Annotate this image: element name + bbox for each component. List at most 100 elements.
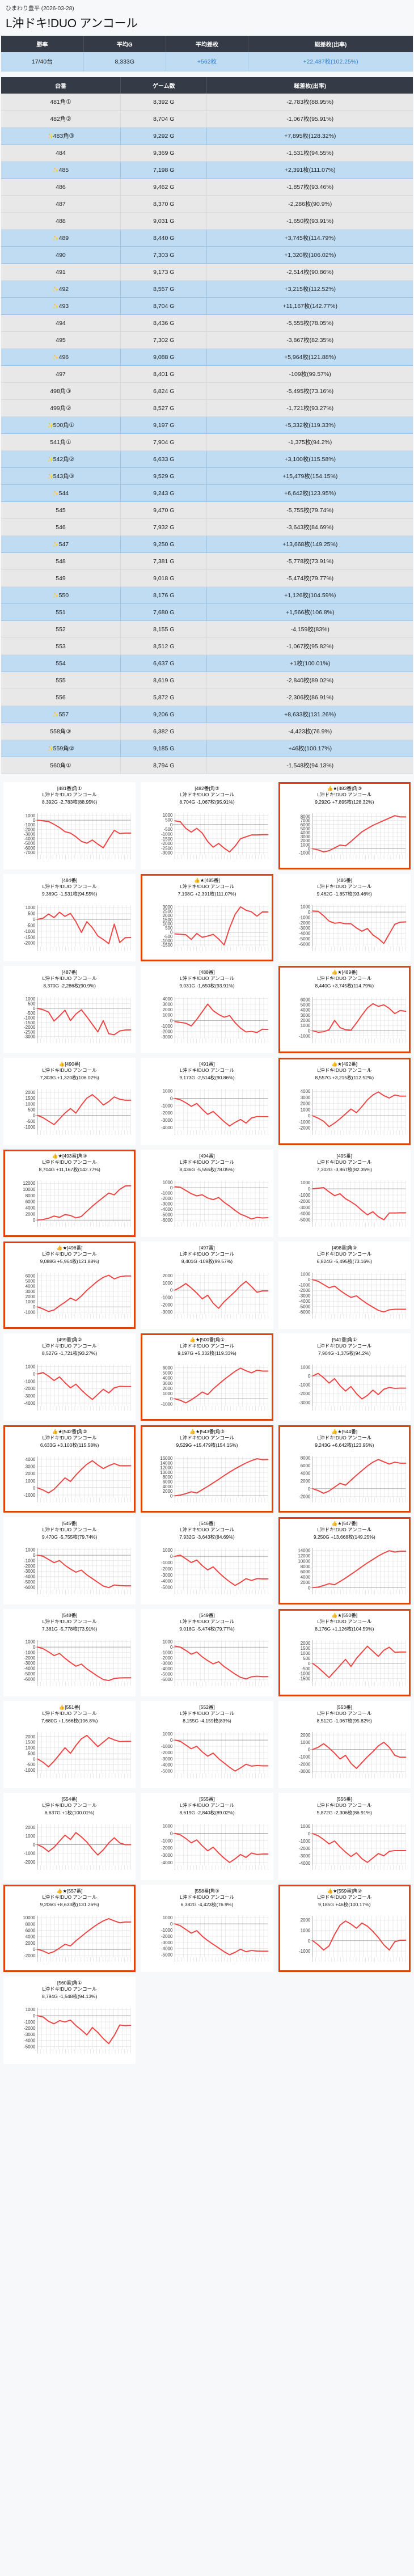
table-row[interactable]: ✨500角① 9,197 G +5,332枚(119.33%) [1, 416, 413, 434]
page-title: L沖ドキ!DUO アンコール [6, 17, 138, 30]
machine-chart-card[interactable]: [548番] L沖ドキ!DUO アンコール 7,381G -5,778枚(73.91… [3, 1609, 136, 1696]
svg-text:-4000: -4000 [24, 1666, 36, 1671]
table-row[interactable]: 499角② 8,527 G -1,721枚(93.27%) [1, 399, 413, 417]
table-row[interactable]: 488 9,031 G -1,650枚(93.91%) [1, 212, 413, 230]
machine-number-cell: ✨489 [1, 229, 121, 247]
machine-chart-card[interactable]: [554番] L沖ドキ!DUO アンコール 6,637G +1枚(100.01%) 2… [3, 1793, 136, 1880]
table-row[interactable]: 482角② 8,704 G -1,067枚(95.91%) [1, 110, 413, 128]
table-row[interactable]: ✨543角③ 9,529 G +15,479枚(154.15%) [1, 467, 413, 485]
machine-chart-card[interactable]: 👍★[542番]角② L沖ドキ!DUO アンコール 6,633G +3,100枚(1… [3, 1425, 136, 1513]
table-row[interactable]: 552 8,155 G -4,159枚(83%) [1, 620, 413, 638]
machine-chart-card[interactable]: [494番] L沖ドキ!DUO アンコール 8,436G -5,555枚(78.05… [141, 1150, 273, 1237]
table-row[interactable]: ✨544 9,243 G +6,642枚(123.95%) [1, 484, 413, 502]
machine-chart-card[interactable]: 👍★[559番]角② L沖ドキ!DUO アンコール 9,185G +46枚(100.… [278, 1885, 411, 1972]
machine-chart-card[interactable]: 👍★[483番]角③ L沖ドキ!DUO アンコール 9,292G +7,895枚(1… [278, 782, 411, 869]
chart-title: [495番] L沖ドキ!DUO アンコール [317, 1153, 372, 1165]
table-row[interactable]: 494 8,436 G -5,555枚(78.05%) [1, 314, 413, 332]
machine-chart-card[interactable]: [497番] L沖ドキ!DUO アンコール 8,401G -109枚(99.57%)… [141, 1241, 273, 1329]
machine-chart-card[interactable]: [481番]角① L沖ドキ!DUO アンコール 8,392G -2,783枚(88.… [3, 782, 136, 869]
table-row[interactable]: 495 7,302 G -3,867枚(82.35%) [1, 331, 413, 349]
machine-chart-card[interactable]: 👍★[500番]角① L沖ドキ!DUO アンコール 9,197G +5,332枚(1… [141, 1333, 273, 1421]
machine-chart-card[interactable]: 👍★[493番]角③ L沖ドキ!DUO アンコール 8,704G +11,167枚(… [3, 1150, 136, 1237]
table-row[interactable]: ✨547 9,250 G +13,668枚(149.25%) [1, 535, 413, 553]
table-row[interactable]: 553 8,512 G -1,067枚(95.82%) [1, 637, 413, 655]
table-row[interactable]: ✨542角② 6,633 G +3,100枚(115.58%) [1, 450, 413, 468]
machine-chart-card[interactable]: 👍★[496番] L沖ドキ!DUO アンコール 9,088G +5,964枚(121… [3, 1241, 136, 1329]
chart-plot: 2000 1000 0 -1000 [280, 1912, 409, 1966]
table-row[interactable]: ✨559角② 9,185 G +46枚(100.17%) [1, 740, 413, 757]
machine-chart-card[interactable]: [488番] L沖ドキ!DUO アンコール 9,031G -1,650枚(93.91… [141, 966, 273, 1053]
table-row[interactable]: 554 6,637 G +1枚(100.01%) [1, 654, 413, 672]
machine-chart-card[interactable]: [498番]角③ L沖ドキ!DUO アンコール 6,824G -5,495枚(73.… [278, 1241, 411, 1329]
table-row[interactable]: ✨489 8,440 G +3,745枚(114.79%) [1, 229, 413, 247]
sparkle-icon: ✨ [52, 592, 59, 598]
machine-chart-card[interactable]: [549番] L沖ドキ!DUO アンコール 9,018G -5,474枚(79.77… [141, 1609, 273, 1696]
total-diff-cell: +3,215枚(112.52%) [206, 280, 413, 298]
table-row[interactable]: 490 7,303 G +1,320枚(106.02%) [1, 246, 413, 264]
table-row[interactable]: 487 8,370 G -2,286枚(90.9%) [1, 195, 413, 213]
table-row[interactable]: 481角① 8,392 G -2,783枚(88.95%) [1, 94, 413, 111]
machine-chart-card[interactable]: [545番] L沖ドキ!DUO アンコール 9,470G -5,755枚(79.74… [3, 1517, 136, 1604]
table-row[interactable]: ✨550 8,176 G +1,126枚(104.59%) [1, 586, 413, 604]
machine-number-cell: 487 [1, 195, 121, 213]
svg-text:-3000: -3000 [162, 1940, 174, 1945]
svg-text:6000: 6000 [163, 1366, 173, 1371]
table-row[interactable]: 551 7,680 G +1,566枚(106.8%) [1, 603, 413, 621]
machine-chart-card[interactable]: 👍★[544番] L沖ドキ!DUO アンコール 9,243G +6,642枚(123… [278, 1425, 411, 1513]
svg-text:0: 0 [308, 1586, 311, 1591]
machine-chart-card[interactable]: 👍[551番] L沖ドキ!DUO アンコール 7,680G +1,566枚(106.… [3, 1701, 136, 1788]
table-row[interactable]: 556 5,872 G -2,306枚(86.91%) [1, 689, 413, 706]
machine-number-cell: ✨557 [1, 706, 121, 723]
table-row[interactable]: 549 9,018 G -5,474枚(79.77%) [1, 569, 413, 587]
table-row[interactable]: 560角① 8,794 G -1,548枚(94.13%) [1, 757, 413, 774]
table-row[interactable]: 558角③ 6,382 G -4,423枚(76.9%) [1, 723, 413, 740]
svg-text:-2000: -2000 [24, 941, 36, 946]
machine-chart-card[interactable]: [482番]角② L沖ドキ!DUO アンコール 8,704G -1,067枚(95.… [141, 782, 273, 869]
machine-chart-card[interactable]: [487番] L沖ドキ!DUO アンコール 8,370G -2,286枚(90.9%… [3, 966, 136, 1053]
machine-chart-card[interactable]: 👍★[492番] L沖ドキ!DUO アンコール 8,557G +3,215枚(112… [278, 1058, 411, 1145]
machine-chart-card[interactable]: [553番] L沖ドキ!DUO アンコール 8,512G -1,067枚(95.82… [278, 1701, 411, 1788]
machine-chart-card[interactable]: 👍★[547番] L沖ドキ!DUO アンコール 9,250G +13,668枚(14… [278, 1517, 411, 1604]
table-row[interactable]: ✨493 8,704 G +11,167枚(142.77%) [1, 297, 413, 315]
table-row[interactable]: 548 7,381 G -5,778枚(73.91%) [1, 552, 413, 570]
chart-title: [494番] L沖ドキ!DUO アンコール [179, 1153, 234, 1165]
machine-chart-card[interactable]: 👍★[489番] L沖ドキ!DUO アンコール 8,440G +3,745枚(114… [278, 966, 411, 1053]
machine-chart-card[interactable]: 👍[490番] L沖ドキ!DUO アンコール 7,303G +1,320枚(106.… [3, 1058, 136, 1145]
svg-text:-500: -500 [27, 1119, 36, 1124]
machine-chart-card[interactable]: [541番]角① L沖ドキ!DUO アンコール 7,904G -1,375枚(94.… [278, 1333, 411, 1421]
machine-chart-card[interactable]: [552番] L沖ドキ!DUO アンコール 8,155G -4,159枚(83%) 1… [141, 1701, 273, 1788]
machine-chart-card[interactable]: [558番]角③ L沖ドキ!DUO アンコール 6,382G -4,423枚(76.… [141, 1885, 273, 1972]
table-row[interactable]: 546 7,932 G -3,643枚(84.69%) [1, 518, 413, 536]
table-row[interactable]: 486 9,462 G -1,857枚(93.46%) [1, 178, 413, 196]
machine-chart-card[interactable]: [499番]角② L沖ドキ!DUO アンコール 8,527G -1,721枚(93.… [3, 1333, 136, 1421]
machine-chart-card[interactable]: [484番] L沖ドキ!DUO アンコール 9,369G -1,531枚(94.55… [3, 874, 136, 961]
table-row[interactable]: 541角① 7,904 G -1,375枚(94.2%) [1, 433, 413, 451]
machine-chart-card[interactable]: [486番] L沖ドキ!DUO アンコール 9,462G -1,857枚(93.46… [278, 874, 411, 961]
svg-text:-1000: -1000 [24, 1559, 36, 1564]
svg-text:1500: 1500 [26, 1740, 36, 1745]
table-row[interactable]: 484 9,369 G -1,531枚(94.55%) [1, 144, 413, 162]
table-row[interactable]: 555 8,619 G -2,840枚(89.02%) [1, 672, 413, 689]
machine-chart-card[interactable]: 👍★[557番] L沖ドキ!DUO アンコール 9,206G +8,633枚(131… [3, 1885, 136, 1972]
table-row[interactable]: 545 9,470 G -5,755枚(79.74%) [1, 501, 413, 519]
table-row[interactable]: 497 8,401 G -109枚(99.57%) [1, 365, 413, 383]
sparkle-icon: ✨ [47, 423, 53, 428]
table-row[interactable]: ✨485 7,198 G +2,391枚(111.07%) [1, 161, 413, 179]
table-row[interactable]: ✨557 9,206 G +8,633枚(131.26%) [1, 706, 413, 723]
machine-chart-card[interactable]: [556番] L沖ドキ!DUO アンコール 5,872G -2,306枚(86.91… [278, 1793, 411, 1880]
table-row[interactable]: ✨492 8,557 G +3,215枚(112.52%) [1, 280, 413, 298]
table-row[interactable]: 498角③ 6,824 G -5,495枚(73.16%) [1, 382, 413, 400]
machine-chart-card[interactable]: 👍★[543番]角③ L沖ドキ!DUO アンコール 9,529G +15,479枚(… [141, 1425, 273, 1513]
machine-chart-card[interactable]: 👍★[550番] L沖ドキ!DUO アンコール 8,176G +1,126枚(104… [278, 1609, 411, 1696]
machine-chart-card[interactable]: [560番]角① L沖ドキ!DUO アンコール 8,794G -1,548枚(94.… [3, 1977, 136, 2064]
table-row[interactable]: ✨483角③ 9,292 G +7,895枚(128.32%) [1, 127, 413, 145]
table-row[interactable]: ✨496 9,088 G +5,964枚(121.88%) [1, 348, 413, 366]
machine-chart-card[interactable]: [555番] L沖ドキ!DUO アンコール 8,619G -2,840枚(89.02… [141, 1793, 273, 1880]
svg-text:0: 0 [33, 1948, 36, 1953]
table-row[interactable]: 491 9,173 G -2,514枚(90.86%) [1, 263, 413, 281]
machine-chart-card[interactable]: [546番] L沖ドキ!DUO アンコール 7,932G -3,643枚(84.69… [141, 1517, 273, 1604]
machine-chart-card[interactable]: 👍★[485番] L沖ドキ!DUO アンコール 7,198G +2,391枚(111… [141, 874, 273, 961]
machine-chart-card[interactable]: [491番] L沖ドキ!DUO アンコール 9,173G -2,514枚(90.86… [141, 1058, 273, 1145]
machine-chart-card[interactable]: [495番] L沖ドキ!DUO アンコール 7,302G -3,867枚(82.35… [278, 1150, 411, 1237]
games-count-cell: 8,704 G [120, 110, 208, 128]
